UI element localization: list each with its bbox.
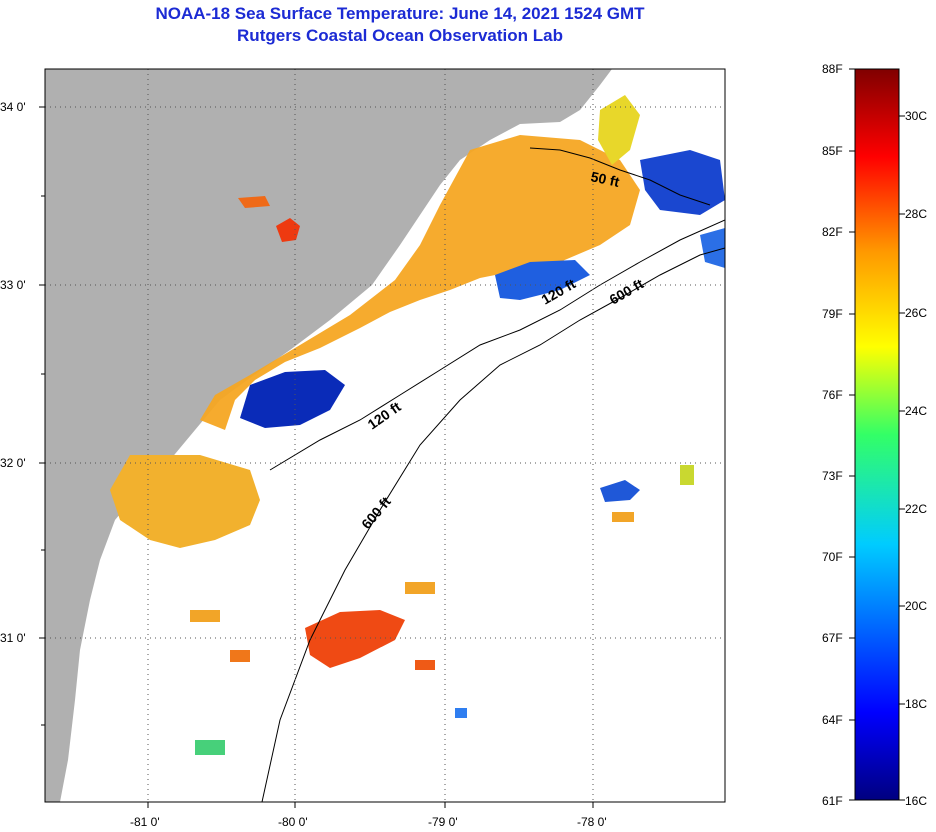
lat-label: 34 0': [0, 100, 26, 114]
colorbar-label-c: 26C: [905, 306, 927, 320]
map-subtitle: Rutgers Coastal Ocean Observation Lab: [237, 26, 563, 45]
colorbar-label-f: 73F: [822, 469, 843, 483]
cold-water-patch: [600, 480, 640, 502]
cold-water-patch: [240, 370, 345, 428]
lat-label: 32 0': [0, 456, 26, 470]
warm-speck: [680, 465, 694, 485]
warm-speck: [230, 650, 250, 662]
axis-ticks: [39, 106, 594, 808]
colorbar-label-c: 22C: [905, 502, 927, 516]
warm-speck: [405, 582, 435, 594]
cool-speck: [195, 740, 225, 755]
lon-label: -78 0': [577, 815, 607, 829]
colorbar-label-c: 30C: [905, 109, 927, 123]
colorbar-label-c: 24C: [905, 404, 927, 418]
map-title: NOAA-18 Sea Surface Temperature: June 14…: [155, 4, 645, 23]
hot-water-patch: [305, 610, 405, 668]
colorbar-ticks: [849, 68, 905, 801]
colorbar-label-c: 20C: [905, 599, 927, 613]
warm-speck: [612, 512, 634, 522]
contour-600ft: [261, 247, 725, 802]
cold-water-patch: [700, 228, 725, 268]
lon-label: -79 0': [428, 815, 458, 829]
hot-water-patch: [276, 218, 300, 242]
warm-water-region: [200, 135, 640, 430]
colorbar: [854, 68, 900, 801]
colorbar-label-c: 28C: [905, 207, 927, 221]
lon-label: -80 0': [278, 815, 308, 829]
colorbar-label-f: 79F: [822, 307, 843, 321]
colorbar-label-f: 67F: [822, 631, 843, 645]
colorbar-label-f: 85F: [822, 144, 843, 158]
contour-label: 50 ft: [589, 168, 621, 190]
cool-speck: [455, 708, 467, 718]
yellow-strip: [598, 95, 640, 165]
lat-label: 33 0': [0, 278, 26, 292]
warm-speck: [415, 660, 435, 670]
colorbar-label-f: 82F: [822, 225, 843, 239]
map-border: [44, 68, 726, 803]
lat-lon-grid: [45, 69, 725, 802]
colorbar-label-f: 61F: [822, 794, 843, 808]
colorbar-label-c: 16C: [905, 794, 927, 808]
colorbar-label-f: 64F: [822, 713, 843, 727]
colorbar-label-f: 88F: [822, 62, 843, 76]
colorbar-label-f: 70F: [822, 550, 843, 564]
cold-water-patch: [640, 150, 725, 215]
warm-speck: [190, 610, 220, 622]
colorbar-label-f: 76F: [822, 388, 843, 402]
lon-label: -81 0': [130, 815, 160, 829]
contour-120ft: [269, 219, 725, 471]
colorbar-label-c: 18C: [905, 697, 927, 711]
land-area: [45, 69, 612, 802]
cold-water-patch: [495, 260, 590, 300]
contour-50ft: [529, 147, 711, 206]
lat-label: 31 0': [0, 631, 26, 645]
hot-water-patch: [238, 196, 270, 208]
